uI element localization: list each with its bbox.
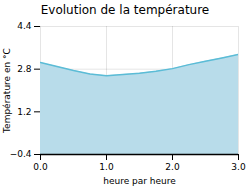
svg-text:1.2: 1.2 bbox=[17, 107, 31, 117]
svg-text:2.8: 2.8 bbox=[17, 64, 32, 74]
svg-text:heure par heure: heure par heure bbox=[103, 176, 176, 186]
svg-text:3.0: 3.0 bbox=[231, 162, 246, 172]
svg-text:−0.4: −0.4 bbox=[10, 149, 32, 159]
svg-text:2.0: 2.0 bbox=[165, 162, 180, 172]
svg-text:1.0: 1.0 bbox=[99, 162, 114, 172]
svg-text:4.4: 4.4 bbox=[17, 21, 32, 31]
svg-text:0.0: 0.0 bbox=[33, 162, 48, 172]
svg-text:Température en °C: Température en °C bbox=[2, 48, 12, 134]
html-text:Evolution de la température: Evolution de la température bbox=[40, 3, 210, 17]
